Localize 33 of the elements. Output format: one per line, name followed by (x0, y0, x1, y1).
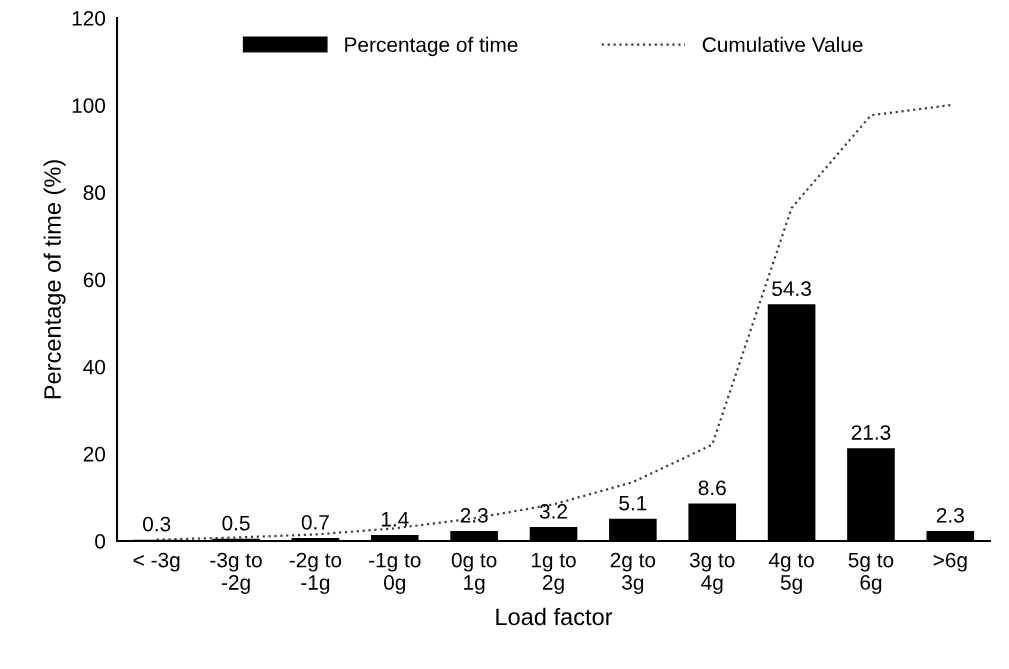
x-tick-label: 5g to 6g (848, 552, 894, 594)
x-tick-label: -3g to -2g (210, 552, 262, 594)
y-axis-title: Percentage of time (%) (43, 160, 66, 399)
y-tick-label: 60 (83, 272, 106, 288)
data-label: 2.3 (460, 507, 488, 523)
data-label: 8.6 (698, 480, 726, 496)
data-label: 1.4 (381, 512, 409, 527)
data-label: 54.3 (772, 281, 811, 297)
data-label: 0.7 (301, 514, 329, 530)
legend-label: Percentage of time (345, 36, 518, 57)
y-tick-label: 100 (72, 98, 106, 113)
legend-label: Cumulative Value (702, 36, 863, 53)
x-axis-title: Load factor (496, 607, 613, 626)
x-tick-label: < -3g (133, 552, 180, 572)
data-label: 3.2 (539, 504, 567, 519)
x-tick-label: 3g to 4g (689, 552, 735, 594)
x-tick-label: >6g (933, 552, 967, 572)
x-tick-label: 2g to 3g (610, 552, 656, 594)
data-label: 2.3 (936, 507, 964, 523)
data-label: 21.3 (851, 425, 891, 440)
y-tick-label: 120 (72, 11, 106, 26)
y-tick-label: 20 (83, 446, 106, 462)
y-tick-label: 0 (95, 534, 106, 549)
data-label: 0.5 (222, 515, 250, 531)
y-tick-label: 80 (83, 185, 106, 201)
x-tick-label: 1g to 2g (531, 552, 576, 594)
data-label: 5.1 (619, 495, 647, 511)
x-tick-label: 0g to 1g (451, 552, 497, 594)
y-tick-label: 40 (83, 359, 106, 375)
data-label: 0.3 (143, 516, 171, 532)
x-tick-label: -1g to 0g (369, 552, 421, 594)
x-tick-label: -2g to -1g (289, 552, 342, 594)
x-tick-label: 4g to 5g (768, 552, 814, 594)
